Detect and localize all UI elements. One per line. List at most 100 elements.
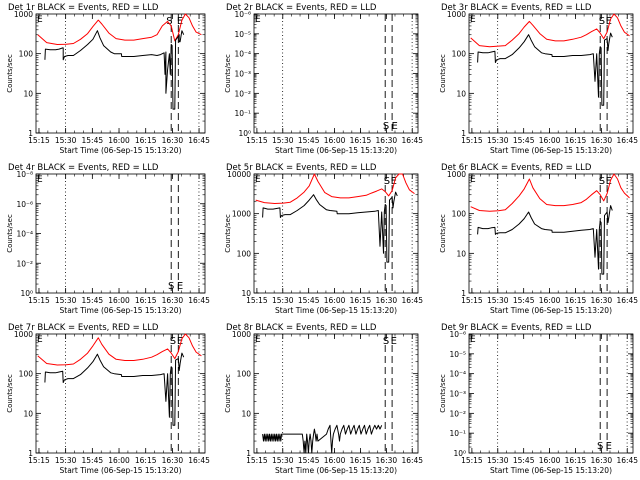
x-tick-label: 16:15 bbox=[350, 296, 372, 305]
x-tick-label: 16:30 bbox=[591, 456, 613, 465]
y-tick-label: 10 bbox=[241, 409, 251, 418]
x-tick-label: 16:00 bbox=[108, 296, 130, 305]
y-tick-label: 100 bbox=[19, 50, 34, 59]
series-line-events bbox=[44, 30, 185, 110]
y-axis-title: Counts/sec bbox=[224, 54, 232, 93]
panel-det-7: Det 7r BLACK = Events, RED = LLD 1 10 100 10… bbox=[6, 323, 210, 475]
x-tick-label: 15:30 bbox=[272, 296, 294, 305]
y-tick-label: 10 bbox=[23, 89, 33, 98]
x-tick-label: 15:30 bbox=[272, 136, 294, 145]
y-tick-label: 10⁻⁴ bbox=[449, 370, 466, 379]
end-marker-label: E bbox=[177, 336, 183, 347]
corner-end-marker: E bbox=[470, 175, 476, 185]
panel-title: Det 2r BLACK = Events, RED = LLD bbox=[226, 3, 377, 13]
plot-frame bbox=[468, 333, 634, 454]
y-axis-title: Counts/sec bbox=[6, 214, 14, 253]
panel-title: Det 5r BLACK = Events, RED = LLD bbox=[226, 163, 377, 173]
x-tick-label: 16:00 bbox=[108, 136, 130, 145]
y-tick-label: 1 bbox=[246, 449, 251, 458]
series-line-lld bbox=[255, 173, 415, 204]
x-tick-label: 15:45 bbox=[513, 296, 535, 305]
y-tick-label: 10⁻² bbox=[449, 409, 466, 418]
panel-title: Det 8r BLACK = Events, RED = LLD bbox=[226, 323, 377, 333]
x-axis-title: Start Time (06-Sep-15 15:13:20) bbox=[60, 146, 182, 155]
x-tick-label: 16:15 bbox=[350, 136, 372, 145]
start-marker-label: S bbox=[383, 121, 389, 132]
y-tick-label: 100 bbox=[19, 370, 34, 379]
x-axis-title: Start Time (06-Sep-15 15:13:20) bbox=[60, 306, 182, 315]
start-marker-label: S bbox=[384, 176, 390, 187]
x-tick-label: 16:15 bbox=[350, 456, 372, 465]
end-marker-label: E bbox=[606, 441, 612, 452]
x-tick-label: 15:15 bbox=[28, 136, 50, 145]
series-line-events bbox=[44, 352, 185, 426]
x-axis-title: Start Time (06-Sep-15 15:13:20) bbox=[275, 146, 397, 155]
x-tick-label: 15:15 bbox=[461, 136, 483, 145]
x-tick-label: 16:45 bbox=[616, 296, 638, 305]
y-tick-label: 100 bbox=[452, 50, 467, 59]
series-line-events bbox=[262, 191, 398, 263]
x-tick-label: 15:45 bbox=[298, 456, 320, 465]
x-tick-label: 15:30 bbox=[55, 456, 77, 465]
corner-end-marker: E bbox=[37, 15, 43, 25]
x-tick-label: 15:30 bbox=[487, 456, 509, 465]
x-tick-label: 16:00 bbox=[108, 456, 130, 465]
y-tick-label: 10⁻¹ bbox=[449, 429, 466, 438]
y-tick-label: 1000 bbox=[14, 10, 33, 19]
y-tick-label: 100 bbox=[452, 210, 467, 219]
panel-det-4: Det 4r BLACK = Events, RED = LLD 10⁰ 10⁻² 1… bbox=[6, 163, 210, 315]
x-tick-label: 16:00 bbox=[539, 136, 561, 145]
x-tick-label: 15:45 bbox=[298, 136, 320, 145]
x-tick-label: 16:15 bbox=[135, 456, 157, 465]
series-line-lld bbox=[470, 173, 630, 212]
y-tick-label: 10⁻⁶ bbox=[234, 10, 251, 19]
panel-det-5: Det 5r BLACK = Events, RED = LLD 10 100 100… bbox=[224, 163, 423, 315]
x-tick-label: 16:45 bbox=[616, 136, 638, 145]
x-axis-title: Start Time (06-Sep-15 15:13:20) bbox=[490, 466, 612, 475]
x-tick-label: 16:30 bbox=[376, 136, 398, 145]
plot-frame bbox=[35, 13, 206, 134]
y-tick-label: 10 bbox=[23, 409, 33, 418]
x-tick-label: 16:45 bbox=[401, 136, 423, 145]
x-tick-label: 16:00 bbox=[324, 296, 346, 305]
y-tick-label: 10⁻⁵ bbox=[449, 350, 466, 359]
x-axis-title: Start Time (06-Sep-15 15:13:20) bbox=[275, 466, 397, 475]
x-tick-label: 15:15 bbox=[28, 296, 50, 305]
x-tick-label: 15:15 bbox=[246, 296, 268, 305]
x-tick-label: 16:30 bbox=[591, 136, 613, 145]
y-tick-label: 1000 bbox=[232, 330, 251, 339]
end-marker-label: E bbox=[177, 16, 183, 27]
panel-det-2: Det 2r BLACK = Events, RED = LLD 10⁰ 10⁻¹ 1… bbox=[224, 3, 423, 155]
x-tick-label: 16:45 bbox=[401, 296, 423, 305]
x-tick-label: 15:30 bbox=[55, 296, 77, 305]
y-tick-label: 10⁻¹ bbox=[234, 109, 251, 118]
y-tick-label: 100 bbox=[237, 370, 252, 379]
y-tick-label: 10⁻⁵ bbox=[234, 30, 251, 39]
x-tick-label: 16:30 bbox=[162, 456, 184, 465]
y-tick-label: 1000 bbox=[447, 170, 466, 179]
y-axis-title: Counts/sec bbox=[439, 214, 447, 253]
x-axis-title: Start Time (06-Sep-15 15:13:20) bbox=[60, 466, 182, 475]
x-tick-label: 16:30 bbox=[376, 296, 398, 305]
plot-frame bbox=[468, 173, 634, 294]
plot-frame bbox=[253, 13, 419, 134]
start-marker-label: S bbox=[599, 16, 605, 27]
x-tick-label: 15:30 bbox=[55, 136, 77, 145]
x-tick-label: 16:00 bbox=[539, 456, 561, 465]
start-marker-label: S bbox=[383, 336, 389, 347]
series-line-lld bbox=[37, 333, 202, 366]
x-tick-label: 15:15 bbox=[28, 456, 50, 465]
end-marker-label: E bbox=[391, 336, 397, 347]
x-tick-label: 15:15 bbox=[246, 136, 268, 145]
y-tick-label: 1000 bbox=[232, 210, 251, 219]
x-tick-label: 16:30 bbox=[376, 456, 398, 465]
y-tick-label: 100 bbox=[237, 249, 252, 258]
y-axis-title: Counts/sec bbox=[6, 54, 14, 93]
x-tick-label: 15:30 bbox=[487, 136, 509, 145]
panel-title: Det 7r BLACK = Events, RED = LLD bbox=[8, 323, 159, 333]
x-tick-label: 16:30 bbox=[162, 296, 184, 305]
x-tick-label: 16:45 bbox=[188, 136, 210, 145]
y-tick-label: 10⁰ bbox=[20, 289, 33, 298]
x-axis-title: Start Time (06-Sep-15 15:13:20) bbox=[490, 306, 612, 315]
